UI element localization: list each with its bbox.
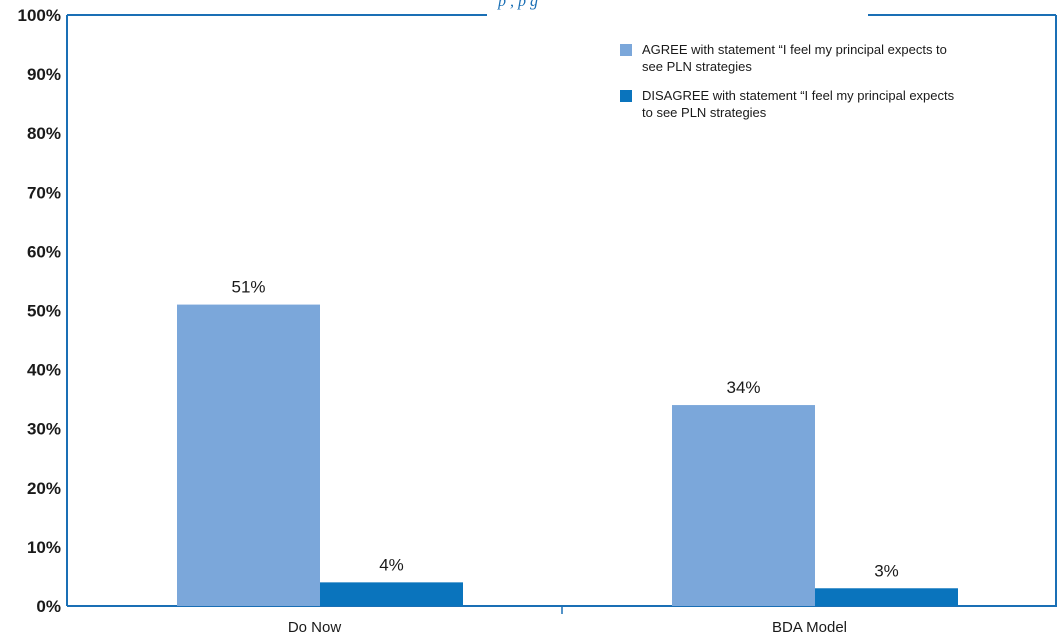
legend-swatch [620,44,632,56]
legend-label: DISAGREE with statement “I feel my princ… [642,88,955,103]
legend-swatch [620,90,632,102]
data-label: 4% [379,555,404,574]
data-label: 51% [231,278,265,297]
data-label: 34% [726,378,760,397]
bar [672,405,815,606]
x-axis-categories: Do Now BDA Model [288,619,847,636]
legend: AGREE with statement “I feel my principa… [620,42,955,120]
y-tick-label: 60% [27,242,61,261]
y-tick-label: 10% [27,538,61,557]
y-tick-label: 40% [27,361,61,380]
legend-label: AGREE with statement “I feel my principa… [642,42,947,57]
legend-label: see PLN strategies [642,59,752,74]
data-label: 3% [874,561,899,580]
y-tick-label: 90% [27,65,61,84]
y-tick-label: 0% [36,597,61,616]
y-tick-label: 50% [27,302,61,321]
y-tick-label: 30% [27,420,61,439]
y-tick-label: 100% [18,6,61,25]
x-category-label: BDA Model [772,619,847,636]
chart-title-fragment: p , p g [497,0,538,10]
bar [320,582,463,606]
bar [177,304,320,606]
bar [815,588,958,606]
y-tick-label: 80% [27,124,61,143]
y-tick-label: 70% [27,183,61,202]
data-labels: 51% 4% 34% 3% [231,278,898,581]
y-axis-ticks: 0% 10% 20% 30% 40% 50% 60% 70% 80% 90% 100% [18,6,61,616]
bars [177,304,958,606]
y-tick-label: 20% [27,479,61,498]
x-category-label: Do Now [288,619,342,636]
legend-label: to see PLN strategies [642,105,767,120]
